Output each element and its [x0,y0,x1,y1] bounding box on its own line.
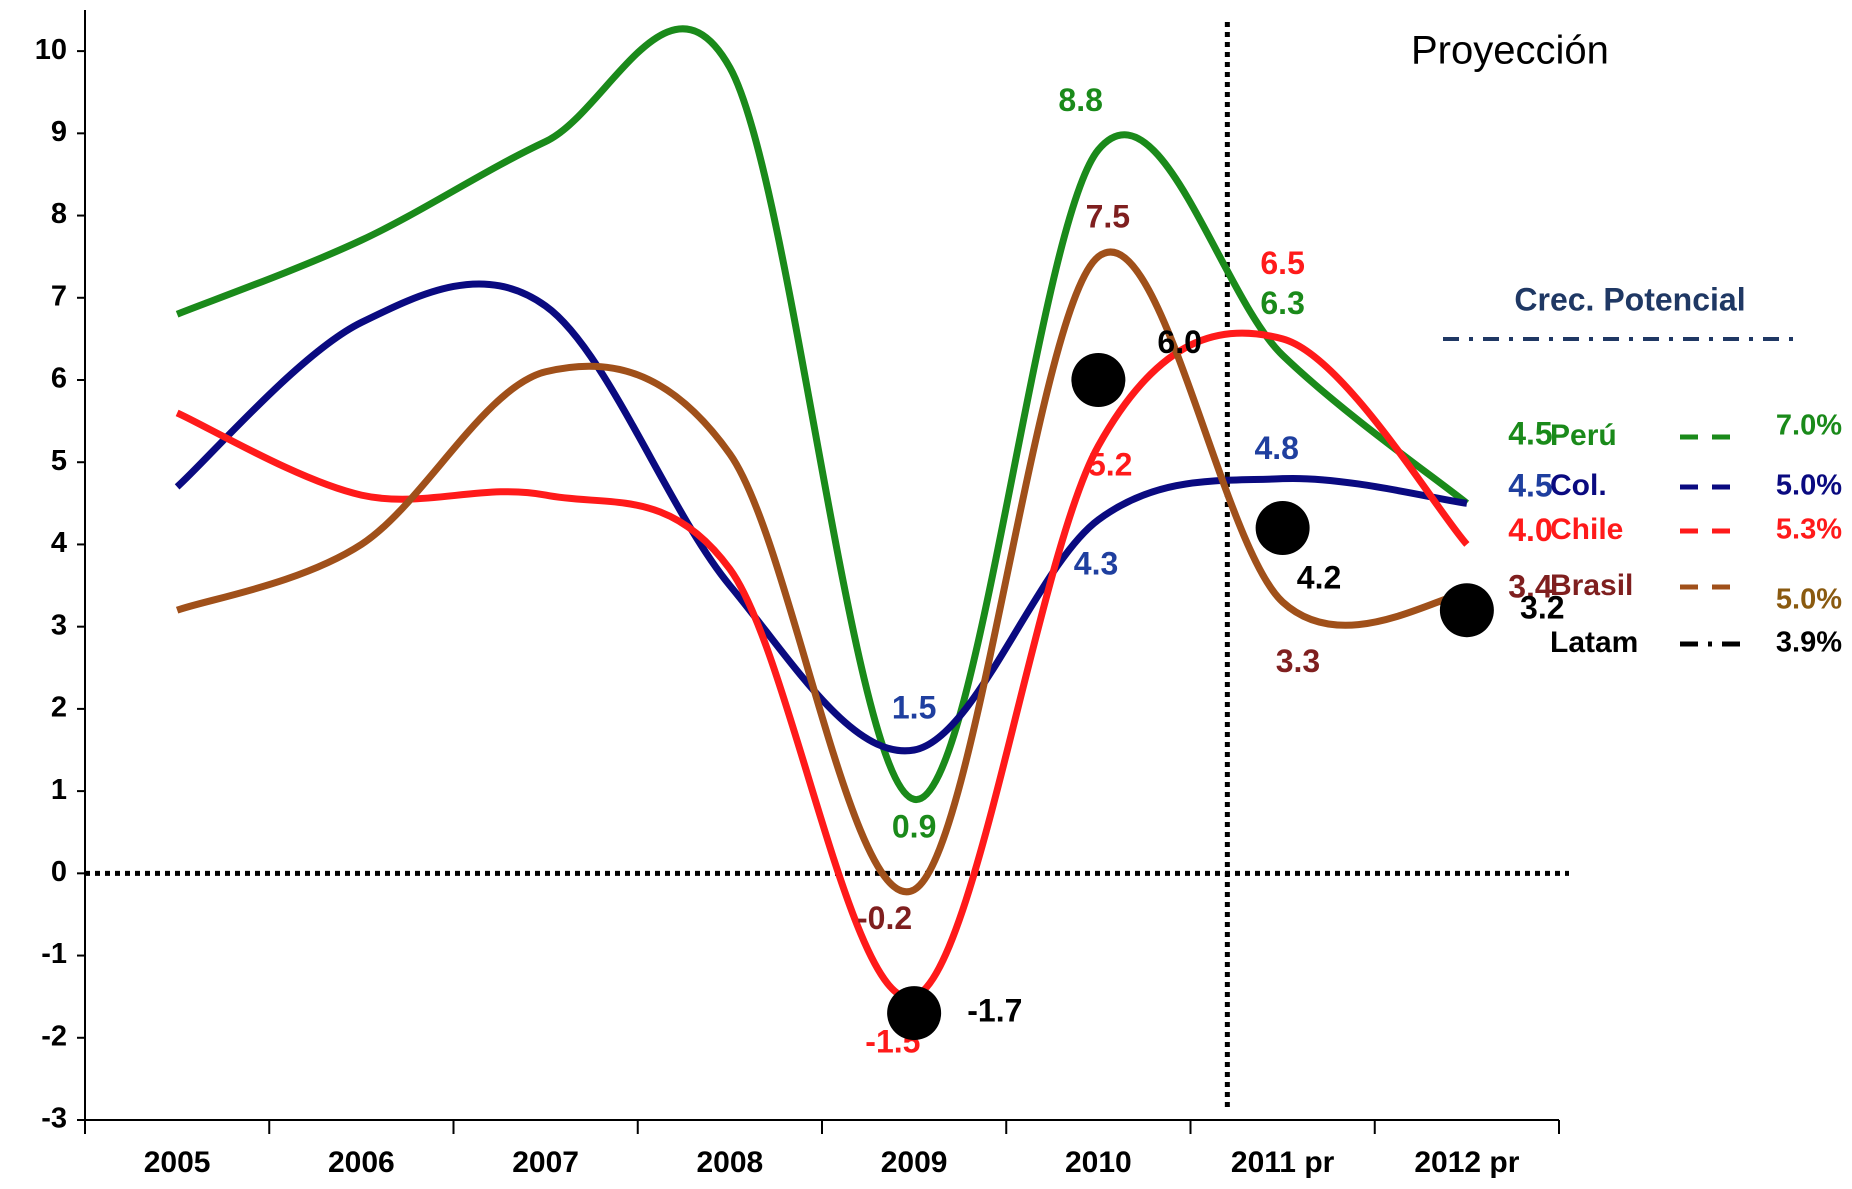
data-label: 0.9 [892,808,936,844]
data-label: 6.0 [1157,324,1201,360]
data-label: 3.3 [1276,643,1320,679]
data-label: -1.7 [967,993,1022,1029]
legend-potential: 5.3% [1776,514,1842,546]
data-label: 3.4 [1508,569,1553,605]
series-line [175,329,1470,1001]
marker [887,986,942,1041]
y-tick-label: 6 [51,363,67,395]
data-label: 8.8 [1058,82,1102,118]
data-label: 4.5 [1508,467,1552,503]
y-tick-label: 10 [35,34,67,66]
data-label: 4.8 [1254,430,1298,466]
legend-name: Perú [1550,419,1617,452]
legend-name: Chile [1550,513,1623,546]
legend-name: Latam [1550,626,1638,659]
marker [1439,583,1494,638]
y-tick-label: 4 [51,527,67,559]
y-tick-label: -3 [41,1103,67,1135]
y-tick-label: 2 [51,692,67,724]
y-tick-label: 7 [51,280,67,312]
data-label: -0.2 [857,900,912,936]
x-tick-label: 2011 pr [1231,1146,1335,1179]
data-label: 4.0 [1508,512,1552,548]
data-label: 1.5 [892,689,936,725]
x-tick-label: 2009 [881,1146,948,1179]
y-tick-label: -1 [41,938,67,970]
legend-potential: 5.0% [1776,584,1842,616]
y-tick-label: -2 [41,1020,67,1052]
data-label: 3.2 [1520,590,1564,626]
data-label: 5.2 [1088,446,1132,482]
y-tick-label: 0 [51,856,67,888]
x-tick-label: 2010 [1065,1146,1132,1179]
legend-title: Crec. Potencial [1514,281,1745,317]
data-label: 6.5 [1260,245,1304,281]
legend-potential: 3.9% [1776,627,1842,659]
x-tick-label: 2012 pr [1414,1146,1519,1179]
series-line [175,248,1468,896]
y-tick-label: 5 [51,445,67,477]
data-label: 4.2 [1297,559,1341,595]
x-tick-label: 2005 [144,1146,211,1179]
series-line [174,280,1468,755]
y-tick-label: 1 [51,774,67,806]
x-tick-label: 2008 [697,1146,764,1179]
y-tick-label: 9 [51,116,67,148]
x-tick-label: 2006 [328,1146,395,1179]
data-label: 6.3 [1260,285,1304,321]
legend-name: Brasil [1550,569,1633,602]
x-tick-label: 2007 [512,1146,579,1179]
data-label: 4.5 [1508,415,1552,451]
series-line [175,25,1470,803]
data-label: 7.5 [1086,198,1130,234]
y-tick-label: 3 [51,609,67,641]
y-tick-label: 8 [51,198,67,230]
marker [1255,501,1310,555]
legend-name: Col. [1550,469,1607,502]
data-label: 4.3 [1074,545,1118,581]
marker [1071,353,1126,407]
legend-potential: 5.0% [1776,470,1842,502]
annotation: Proyección [1411,29,1609,73]
legend-potential: 7.0% [1776,410,1842,442]
